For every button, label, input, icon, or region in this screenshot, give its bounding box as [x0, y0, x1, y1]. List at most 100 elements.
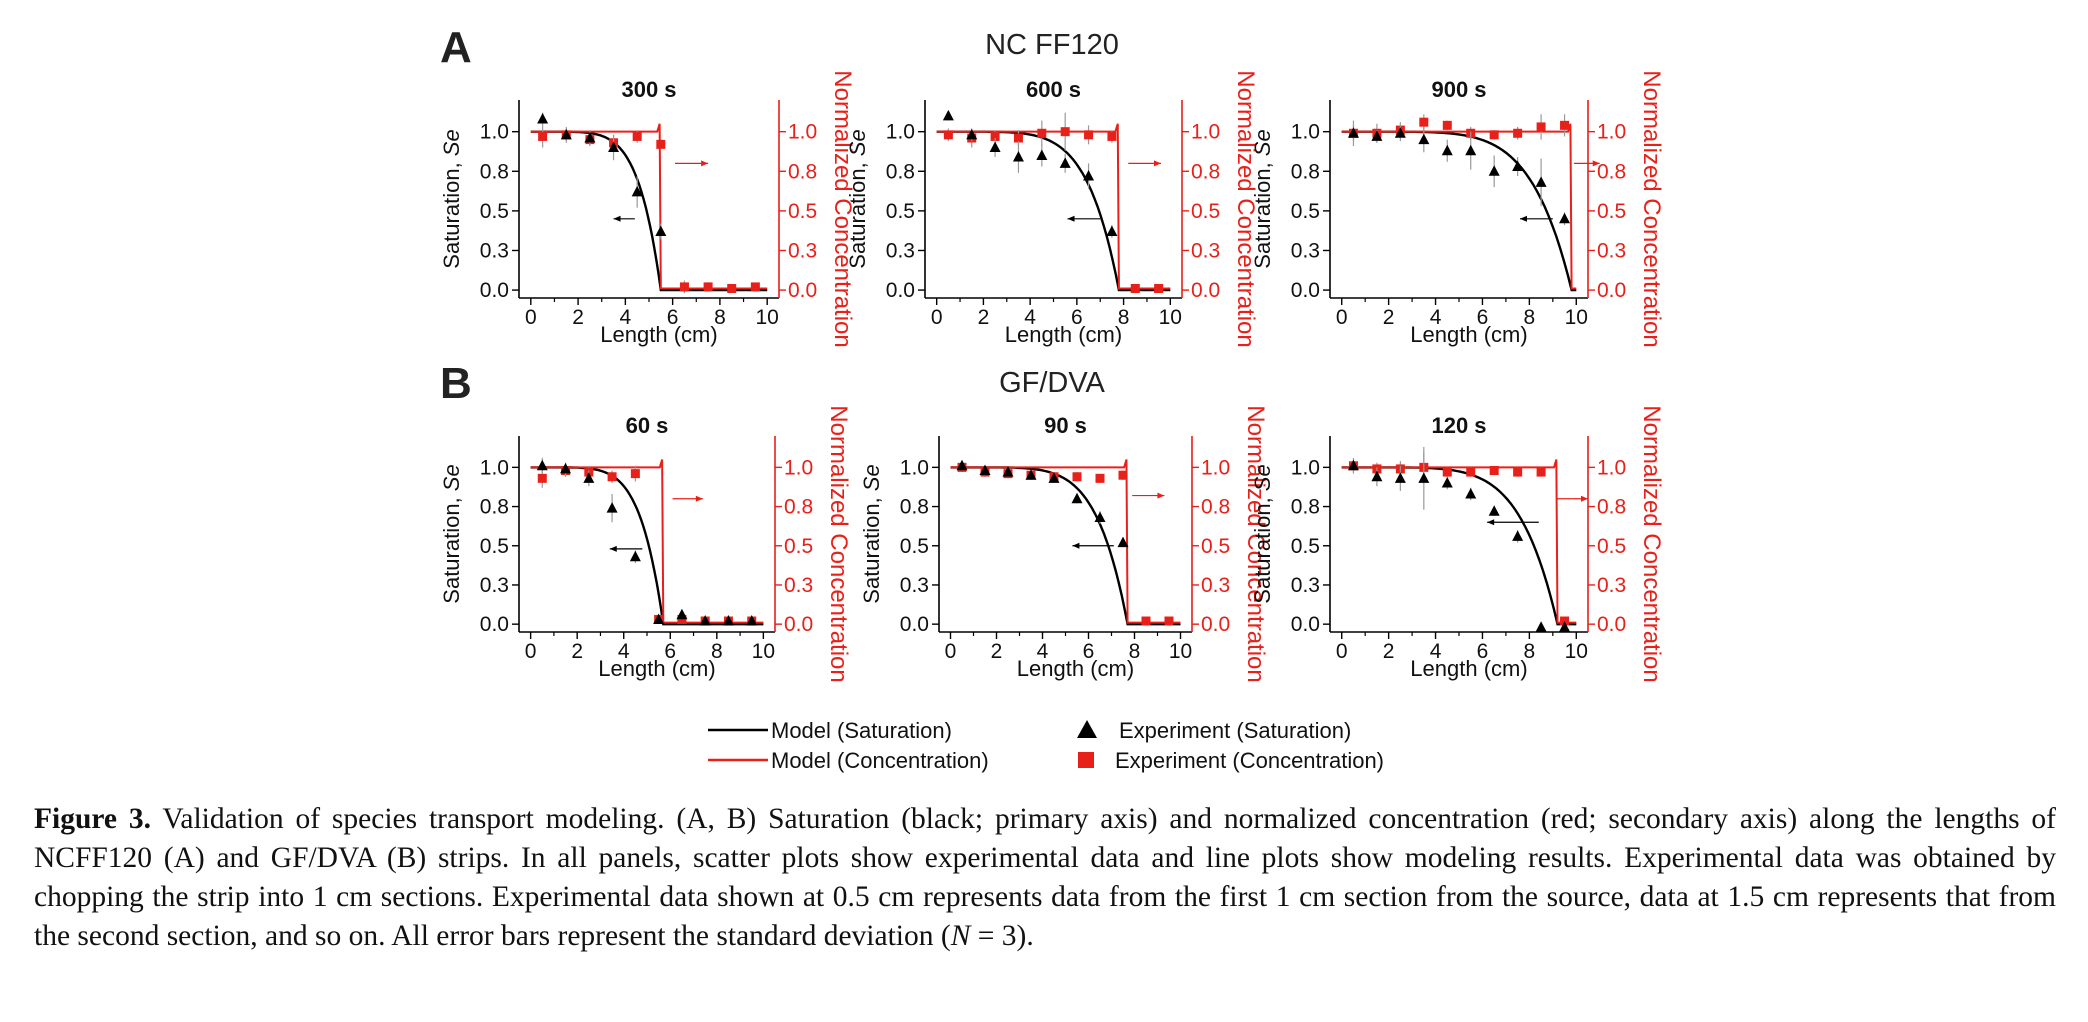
x-axis-label: Length (cm) [600, 322, 717, 347]
experiment-saturation-point [1036, 149, 1048, 160]
y-axis-label-right: Normalized Concentration [1638, 405, 1665, 682]
experiment-saturation-point [1559, 212, 1571, 224]
y-label-italic: Se [1250, 464, 1275, 491]
x-tick-label: 10 [752, 640, 775, 663]
experiment-saturation-point [1465, 488, 1477, 499]
x-tick-label: 4 [1430, 640, 1442, 663]
y2-tick-label: 0.5 [784, 535, 813, 558]
row-title-A: NC FF120 [985, 29, 1119, 61]
y2-tick-label: 1.0 [1597, 121, 1626, 144]
y2-tick-label: 0.3 [1191, 239, 1220, 262]
arrow-head-left [1067, 215, 1075, 222]
y-tick-label: 0.8 [480, 496, 509, 519]
experiment-concentration-point [1442, 467, 1452, 477]
experiment-concentration-point [1013, 133, 1023, 143]
y-axis-label-right: Normalized Concentration [825, 405, 852, 682]
y2-tick-label: 1.0 [784, 456, 813, 479]
x-tick-label: 4 [618, 640, 630, 663]
experiment-saturation-point [1025, 469, 1037, 480]
y-tick-label: 0.3 [480, 239, 509, 262]
experiment-saturation-point [1441, 144, 1453, 156]
y-axis-label-left: Saturation, Se [439, 129, 464, 268]
x-axis-label: Length (cm) [1005, 322, 1122, 347]
legend-label: Model (Saturation) [771, 718, 952, 743]
arrow-head-left [1072, 542, 1080, 549]
y-label-italic: Se [439, 129, 464, 156]
experiment-concentration-point [943, 130, 953, 140]
x-tick-label: 8 [1524, 640, 1536, 663]
x-tick-label: 10 [1159, 306, 1182, 329]
panel-title: 600 s [1026, 77, 1081, 102]
experiment-concentration-point [607, 472, 617, 482]
experiment-saturation-point [1512, 530, 1524, 541]
y2-tick-label: 0.0 [1597, 279, 1626, 302]
y-label-prefix: Saturation, [439, 156, 464, 269]
y2-tick-label: 0.0 [1191, 279, 1220, 302]
legend-square-swatch [1078, 752, 1094, 768]
y-tick-label: 1.0 [886, 121, 915, 144]
experiment-saturation-point [1106, 225, 1118, 236]
y-tick-label: 0.0 [1291, 279, 1320, 302]
x-tick-label: 4 [620, 306, 632, 329]
x-tick-label: 0 [525, 640, 537, 663]
y2-tick-label: 0.5 [1597, 200, 1626, 223]
y2-tick-label: 1.0 [788, 121, 817, 144]
x-tick-label: 8 [1129, 640, 1141, 663]
experiment-saturation-point [1559, 621, 1571, 632]
experiment-saturation-point [699, 615, 711, 626]
experiment-concentration-point [1419, 117, 1429, 127]
arrow-head-right [1581, 495, 1588, 502]
y-tick-label: 0.5 [886, 200, 915, 223]
experiment-concentration-point [538, 131, 548, 141]
experiment-concentration-point [630, 469, 640, 479]
y-tick-label: 0.0 [1291, 613, 1320, 636]
y-tick-label: 0.5 [480, 535, 509, 558]
x-tick-label: 8 [1118, 306, 1130, 329]
y-tick-label: 0.0 [886, 279, 915, 302]
experiment-concentration-point [632, 131, 642, 141]
experiment-saturation-point [1418, 133, 1430, 145]
experiment-saturation-point [606, 502, 618, 513]
x-tick-label: 0 [1336, 640, 1348, 663]
y-tick-label: 0.5 [1291, 200, 1320, 223]
figure-canvas: A NC FF120 B GF/DVA 0 2 4 6 8 10 0.0 0.0 0.3 0.3 0.5 0.… [439, 23, 1665, 773]
experiment-saturation-point [560, 128, 572, 140]
arrow-head-left [1519, 215, 1527, 222]
experiment-concentration-point [1084, 130, 1094, 140]
y2-tick-label: 1.0 [1191, 121, 1220, 144]
panel-title: 300 s [621, 77, 676, 102]
x-axis-label: Length (cm) [598, 656, 715, 681]
y2-tick-label: 0.3 [1201, 574, 1230, 597]
y-label-italic: Se [845, 129, 870, 156]
y-label-italic: Se [1250, 129, 1275, 156]
chart-panel-5: 0 2 4 6 8 10 0.0 0.0 0.3 0.3 0.5 0.5 0.8 0.8 1.0 1.0 90 … [859, 405, 1269, 682]
y2-tick-label: 0.3 [1597, 239, 1626, 262]
experiment-concentration-point [1442, 120, 1452, 130]
y2-tick-label: 0.8 [784, 496, 813, 519]
y-tick-label: 0.8 [480, 160, 509, 183]
arrow-head-left [609, 545, 617, 552]
y-axis-label-right: Normalized Concentration [1242, 405, 1269, 682]
legend-triangle-swatch [1077, 720, 1097, 738]
experiment-saturation-point [653, 613, 665, 624]
experiment-concentration-point [1536, 467, 1546, 477]
x-tick-label: 8 [1524, 306, 1536, 329]
chart-panel-1: 0 2 4 6 8 10 0.0 0.0 0.3 0.3 0.5 0.5 0.8 0.8 1.0 1.0 300… [439, 70, 856, 347]
experiment-saturation-point [1488, 505, 1500, 516]
experiment-concentration-point [1164, 616, 1174, 626]
y-tick-label: 0.3 [480, 574, 509, 597]
figure-caption: Figure 3. Validation of species transpor… [34, 800, 2056, 956]
experiment-saturation-point [746, 615, 758, 626]
x-tick-label: 6 [1477, 306, 1489, 329]
y2-tick-label: 0.8 [1597, 496, 1626, 519]
y-label-prefix: Saturation, [1250, 156, 1275, 269]
arrow-head-right [1157, 492, 1165, 499]
model-saturation-line [530, 466, 764, 626]
y2-tick-label: 0.0 [788, 279, 817, 302]
experiment-saturation-point [536, 459, 548, 471]
experiment-saturation-point [1465, 144, 1477, 156]
y2-tick-label: 1.0 [1201, 456, 1230, 479]
experiment-concentration-point [1141, 616, 1151, 626]
caption-label: Figure 3. [34, 803, 152, 835]
x-axis-label: Length (cm) [1410, 322, 1527, 347]
